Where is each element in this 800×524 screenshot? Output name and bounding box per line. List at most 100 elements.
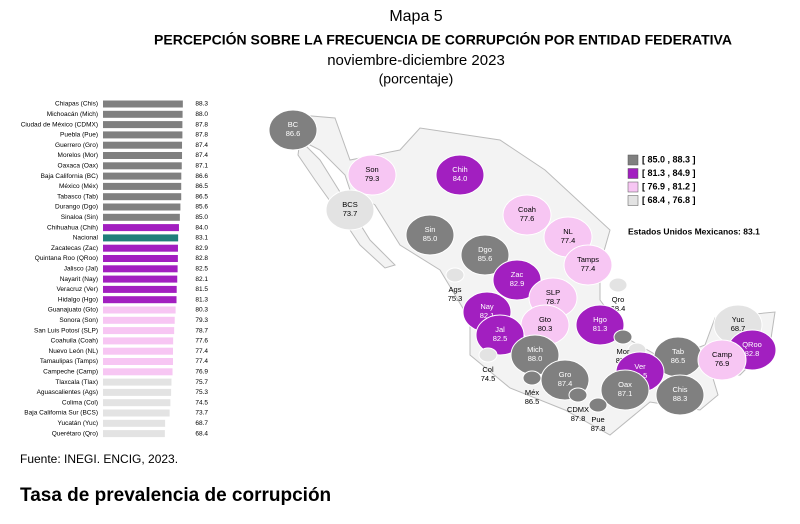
bar-label: Durango (Dgo) — [55, 204, 98, 211]
region-name: BCS — [342, 200, 357, 209]
region-name: SLP — [546, 288, 560, 297]
bar — [103, 121, 183, 129]
value-label: 68.7 — [195, 420, 208, 427]
region-name: Dgo — [478, 245, 492, 254]
region-value: 82.1 — [480, 311, 495, 320]
region-value: 68.4 — [611, 304, 626, 313]
region-name: Mich — [527, 345, 543, 354]
region-name: Ags — [449, 285, 462, 294]
region-name: Pue — [591, 415, 604, 424]
bar — [103, 337, 174, 345]
region — [435, 154, 485, 196]
bar-label: Chihuahua (Chih) — [47, 224, 98, 231]
bar-label: Zacatecas (Zac) — [51, 245, 98, 252]
bar-label: Guerrero (Gro) — [55, 142, 98, 149]
region — [445, 267, 465, 283]
region-value: 86.5 — [525, 397, 540, 406]
region-name: Mor — [617, 347, 630, 356]
bar-label: Campeche (Camp) — [43, 369, 98, 376]
region-name: Sin — [425, 225, 436, 234]
bar — [103, 285, 177, 293]
region-name: Qro — [612, 295, 625, 304]
bar-label: Tamaulipas (Tamps) — [40, 358, 98, 365]
bar-label: Puebla (Pue) — [60, 132, 98, 139]
bar — [103, 141, 183, 149]
region-value: 79.3 — [365, 174, 380, 183]
region — [478, 347, 498, 363]
region-value: 77.4 — [581, 264, 596, 273]
legend-label: [ 85.0 , 88.3 ] — [642, 154, 696, 164]
bar-label: Morelos (Mor) — [58, 152, 98, 159]
bar-label: Colima (Col) — [62, 399, 98, 406]
region — [268, 109, 318, 151]
period: noviembre-diciembre 2023 — [327, 52, 505, 69]
region-name: Col — [482, 365, 494, 374]
value-label: 77.6 — [195, 338, 208, 345]
value-label: 82.1 — [195, 276, 208, 283]
region — [492, 259, 542, 301]
value-label: 81.3 — [195, 296, 208, 303]
bar-label: Yucatán (Yuc) — [58, 420, 98, 427]
region — [608, 277, 628, 293]
bar — [103, 265, 178, 273]
region-value: 80.3 — [538, 324, 553, 333]
bar — [103, 234, 179, 242]
value-label: 77.4 — [195, 348, 208, 355]
bar-label: Veracruz (Ver) — [56, 286, 98, 293]
bar — [103, 409, 170, 417]
region — [522, 370, 542, 386]
bar-label: Sinaloa (Sin) — [61, 214, 98, 221]
map-number: Mapa 5 — [389, 8, 442, 25]
value-label: 88.3 — [195, 101, 208, 108]
region-name: Yuc — [732, 315, 745, 324]
region-name: Coah — [518, 205, 536, 214]
bar — [103, 327, 175, 335]
bar-label: Guanajuato (Gto) — [48, 307, 98, 314]
region — [475, 314, 525, 356]
bar-label: Jalisco (Jal) — [64, 266, 98, 273]
region-name: Hgo — [593, 315, 607, 324]
region-value: 87.8 — [591, 424, 606, 433]
bar-label: Sonora (Son) — [59, 317, 98, 324]
value-label: 86.6 — [195, 173, 208, 180]
bar — [103, 358, 173, 365]
value-label: 87.1 — [195, 163, 208, 170]
national-note: Estados Unidos Mexicanos: 83.1 — [628, 226, 760, 236]
bar — [103, 388, 172, 396]
region — [563, 244, 613, 286]
bar-label: Aguascalientes (Ags) — [37, 389, 98, 396]
region — [588, 397, 608, 413]
bar-label: Oaxaca (Oax) — [58, 163, 98, 170]
value-label: 80.3 — [195, 307, 208, 314]
value-label: 83.1 — [195, 235, 208, 242]
bar — [103, 182, 182, 190]
value-label: 82.9 — [195, 245, 208, 252]
region — [697, 339, 747, 381]
region-value: 86.6 — [286, 129, 301, 138]
region-name: Nay — [480, 302, 494, 311]
region-value: 87.4 — [558, 379, 573, 388]
legend-label: [ 76.9 , 81.2 ] — [642, 181, 696, 191]
bar — [103, 224, 179, 232]
bar-label: Baja California (BC) — [41, 173, 98, 180]
value-label: 75.3 — [195, 389, 208, 396]
bar — [103, 399, 171, 407]
bar — [103, 255, 178, 262]
region-value: 76.9 — [715, 359, 730, 368]
bar — [103, 172, 182, 180]
value-label: 85.6 — [195, 204, 208, 211]
bar — [103, 213, 180, 221]
region-name: Méx — [525, 388, 539, 397]
value-label: 73.7 — [195, 410, 208, 417]
unit: (porcentaje) — [379, 71, 454, 87]
region-name: Oax — [618, 380, 632, 389]
region-name: BC — [288, 120, 299, 129]
bar — [103, 378, 172, 386]
bar — [103, 152, 183, 159]
value-label: 88.0 — [195, 111, 208, 118]
bar-label: Nayarit (Nay) — [60, 276, 98, 283]
region — [655, 374, 705, 416]
bar-label: Coahuila (Coah) — [51, 338, 98, 345]
region — [568, 387, 588, 403]
